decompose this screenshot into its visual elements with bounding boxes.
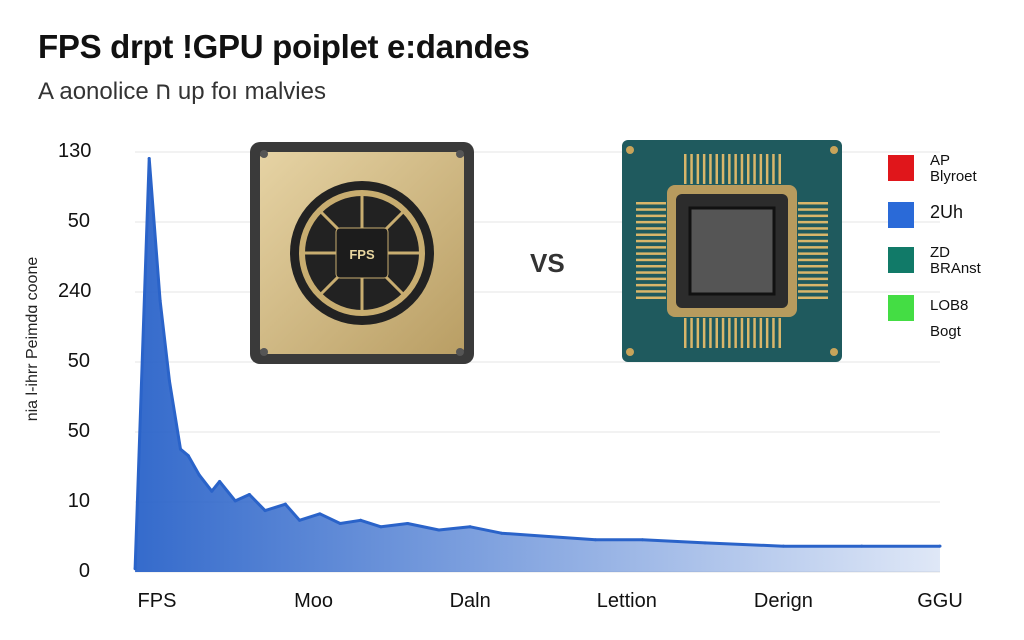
- data-point: [338, 522, 342, 526]
- y-tick-label: 240: [58, 280, 92, 302]
- cpu-chip-illustration: [622, 140, 842, 362]
- data-point: [468, 525, 472, 529]
- legend-swatch: [888, 247, 914, 273]
- y-tick-label: 130: [58, 140, 92, 162]
- data-point: [938, 544, 942, 548]
- y-tick-label: 50: [67, 420, 90, 442]
- data-point: [263, 509, 267, 513]
- x-tick-label: Daln: [449, 590, 491, 612]
- legend-swatch: [888, 295, 914, 321]
- data-point: [158, 299, 162, 303]
- data-point: [186, 454, 190, 458]
- data-point: [147, 156, 151, 160]
- legend-label: 2Uh: [930, 202, 964, 222]
- series-area: [135, 158, 941, 572]
- legend-label: AP Blyroet: [930, 152, 977, 185]
- data-point: [593, 538, 597, 542]
- legend-label: ZD BRAnst: [930, 244, 981, 277]
- data-point: [218, 480, 222, 484]
- gpu-illustration: FPS: [250, 142, 474, 364]
- y-tick-label: 0: [78, 560, 90, 582]
- legend-swatch: [888, 155, 914, 181]
- y-tick-label: 50: [67, 210, 90, 232]
- data-point: [437, 528, 441, 532]
- chart-title: FPS drpt !GPU poiplet e:dandes: [38, 28, 530, 65]
- data-point: [500, 531, 504, 535]
- data-point: [197, 473, 201, 477]
- data-point: [318, 512, 322, 516]
- y-tick-label: 10: [67, 490, 90, 512]
- data-point: [298, 518, 302, 522]
- data-point: [703, 541, 707, 545]
- data-point: [210, 489, 214, 493]
- data-point: [178, 447, 182, 451]
- data-point: [359, 518, 363, 522]
- data-point: [781, 544, 785, 548]
- x-tick-label: Derign: [753, 590, 813, 612]
- data-point: [640, 538, 644, 542]
- chip-label: FPS: [349, 247, 375, 262]
- data-point: [247, 492, 251, 496]
- data-point: [233, 499, 237, 503]
- legend-label: LOB8 Bogt: [930, 297, 969, 340]
- data-point: [168, 379, 172, 383]
- chart-subtitle: A aonolice ח up foı malvies: [38, 78, 326, 105]
- x-tick-label: GGU: [917, 590, 963, 612]
- x-tick-label: Moo: [294, 590, 334, 612]
- data-point: [379, 525, 383, 529]
- data-point: [547, 534, 550, 538]
- x-tick-label: FPS: [137, 590, 177, 612]
- data-point: [283, 502, 287, 506]
- legend-swatch: [888, 202, 914, 228]
- data-point: [406, 522, 410, 526]
- y-tick-label: 50: [67, 350, 90, 372]
- x-tick-label: Lettion: [596, 590, 657, 612]
- data-point: [860, 544, 864, 548]
- vs-label: VS: [530, 248, 565, 278]
- data-point: [133, 567, 137, 571]
